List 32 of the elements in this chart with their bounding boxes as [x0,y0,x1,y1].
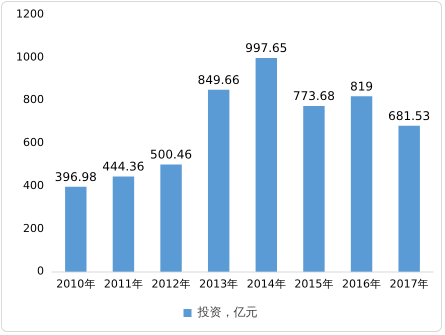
bar [65,186,87,272]
legend-label: 投资，亿元 [196,305,258,320]
bar [350,96,372,272]
x-tick-label: 2010年 [56,277,96,290]
bar [160,164,182,272]
y-tick-label: 1000 [16,50,44,64]
bar [398,126,420,272]
x-tick-label: 2012年 [152,277,191,290]
data-label: 849.66 [198,72,240,87]
y-tick-label: 400 [22,178,44,192]
data-label: 681.53 [388,108,430,123]
data-label: 500.46 [150,148,192,162]
x-tick-label: 2016年 [342,277,382,290]
x-tick-label: 2013年 [199,277,238,290]
x-tick-label: 2014年 [246,277,286,290]
data-label: 396.98 [54,170,97,184]
data-label: 819 [350,79,374,94]
x-tick-label: 2011年 [104,277,143,290]
y-tick-label: 1200 [16,7,44,20]
y-tick-label: 0 [36,264,44,278]
y-tick-label: 800 [22,93,44,106]
y-tick-label: 200 [22,222,44,235]
x-tick-label: 2017年 [390,277,429,290]
bar [112,176,134,272]
bar [256,58,278,272]
data-label: 773.68 [292,89,335,104]
data-label: 997.65 [245,41,288,56]
bar [303,106,325,272]
y-tick-label: 600 [22,136,44,150]
x-tick-label: 2015年 [294,277,334,290]
data-label: 444.36 [102,160,144,174]
bar [208,90,230,272]
